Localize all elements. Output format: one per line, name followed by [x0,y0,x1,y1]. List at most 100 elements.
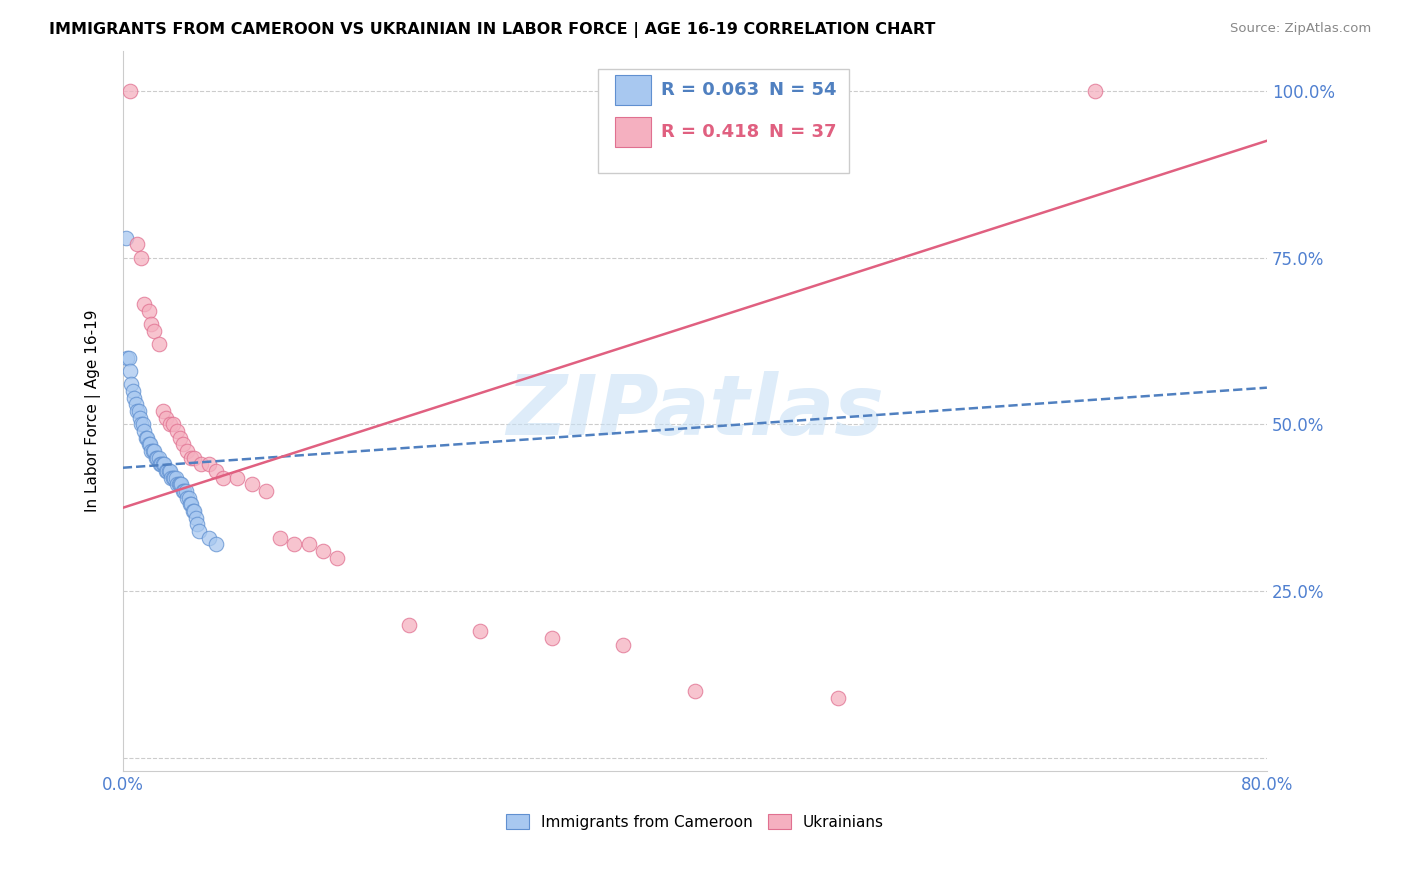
Point [131,417,153,432]
Point [176,444,198,458]
Point [312,544,335,558]
Point [174,484,197,499]
Point [155,410,177,425]
Point [298,537,321,551]
Point [166,424,188,438]
Text: N = 37: N = 37 [769,123,837,141]
Text: R = 0.418: R = 0.418 [661,123,759,141]
Point [176,491,198,505]
Point [122,391,145,405]
Point [128,404,150,418]
Point [283,537,305,551]
Point [129,410,152,425]
Point [152,458,174,472]
Point [184,510,207,524]
FancyBboxPatch shape [614,117,651,147]
Point [141,318,163,332]
Point [204,464,226,478]
Point [134,424,156,438]
Point [683,684,706,698]
Point [115,351,138,365]
Text: Source: ZipAtlas.com: Source: ZipAtlas.com [1230,22,1371,36]
Y-axis label: In Labor Force | Age 16-19: In Labor Force | Age 16-19 [86,310,101,512]
Point [118,84,141,98]
Point [141,444,163,458]
Point [159,464,181,478]
Point [173,484,195,499]
Point [163,471,186,485]
Point [226,471,249,485]
Point [169,477,191,491]
Point [120,377,142,392]
Point [152,404,174,418]
Point [197,531,219,545]
Point [254,484,277,499]
Point [142,444,165,458]
Point [612,638,634,652]
Point [179,498,201,512]
Point [118,364,141,378]
Point [159,417,181,432]
Point [138,304,160,318]
Point [157,464,180,478]
Point [162,417,184,432]
Point [121,384,143,398]
Point [183,504,205,518]
Point [148,450,170,465]
Point [131,251,153,265]
Point [540,631,562,645]
Point [160,471,183,485]
Point [187,524,209,538]
Text: ZIPatlas: ZIPatlas [506,370,884,451]
Point [139,437,162,451]
Point [172,437,194,451]
Point [326,550,349,565]
Point [827,690,849,705]
Point [170,477,193,491]
Point [162,471,184,485]
Point [212,471,235,485]
Point [398,617,420,632]
Point [269,531,291,545]
Point [204,537,226,551]
Point [150,458,173,472]
Point [145,450,167,465]
Point [132,417,155,432]
Point [134,297,156,311]
Point [117,351,139,365]
Point [153,458,176,472]
Point [165,471,187,485]
Point [197,458,219,472]
Point [135,431,157,445]
Point [167,477,190,491]
Legend: Immigrants from Cameroon, Ukrainians: Immigrants from Cameroon, Ukrainians [499,807,890,836]
Point [143,324,166,338]
Text: R = 0.063: R = 0.063 [661,81,759,99]
Point [1084,84,1107,98]
Point [177,491,200,505]
Point [186,517,208,532]
FancyBboxPatch shape [614,75,651,105]
Point [240,477,263,491]
FancyBboxPatch shape [598,69,849,173]
Text: IMMIGRANTS FROM CAMEROON VS UKRAINIAN IN LABOR FORCE | AGE 16-19 CORRELATION CHA: IMMIGRANTS FROM CAMEROON VS UKRAINIAN IN… [49,22,935,38]
Point [146,450,169,465]
Text: N = 54: N = 54 [769,81,837,99]
Point [169,431,191,445]
Point [180,498,202,512]
Point [148,337,170,351]
Point [183,450,205,465]
Point [166,477,188,491]
Point [149,458,172,472]
Point [156,464,179,478]
Point [470,624,492,639]
Point [143,444,166,458]
Point [127,404,149,418]
Point [125,397,148,411]
Point [180,450,202,465]
Point [138,437,160,451]
Point [114,230,136,244]
Point [136,431,159,445]
Point [172,484,194,499]
Point [190,458,212,472]
